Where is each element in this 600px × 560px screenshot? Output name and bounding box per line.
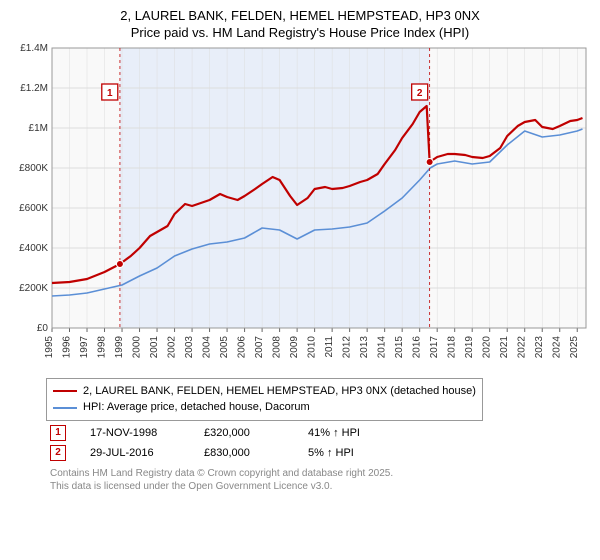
svg-text:2005: 2005 (219, 335, 230, 358)
sales-table: 1 17-NOV-1998 £320,000 41% ↑ HPI 2 29-JUL-201… (8, 425, 592, 461)
svg-text:2021: 2021 (499, 335, 510, 358)
svg-text:2018: 2018 (447, 335, 458, 358)
title-line1: 2, LAUREL BANK, FELDEN, HEMEL HEMPSTEAD,… (8, 8, 592, 25)
svg-text:£800K: £800K (19, 163, 48, 174)
sale-price: £830,000 (204, 447, 284, 459)
footer: Contains HM Land Registry data © Crown c… (8, 467, 592, 493)
svg-text:£1.4M: £1.4M (20, 43, 48, 54)
sale-marker: 2 (50, 445, 66, 461)
sale-vs-hpi: 41% ↑ HPI (308, 427, 360, 439)
svg-text:1999: 1999 (114, 335, 125, 358)
svg-text:2006: 2006 (237, 335, 248, 358)
svg-text:£1M: £1M (29, 123, 48, 134)
svg-text:2007: 2007 (254, 335, 265, 358)
svg-text:2024: 2024 (552, 335, 563, 358)
svg-text:1998: 1998 (97, 335, 108, 358)
svg-text:2015: 2015 (394, 335, 405, 358)
sale-price: £320,000 (204, 427, 284, 439)
svg-text:1995: 1995 (44, 335, 55, 358)
svg-text:2012: 2012 (342, 335, 353, 358)
svg-text:£200K: £200K (19, 283, 48, 294)
svg-text:2023: 2023 (534, 335, 545, 358)
footer-line1: Contains HM Land Registry data © Crown c… (50, 467, 592, 480)
sale-row: 1 17-NOV-1998 £320,000 41% ↑ HPI (8, 425, 592, 441)
svg-text:2002: 2002 (167, 335, 178, 358)
svg-text:2010: 2010 (307, 335, 318, 358)
legend-item: 2, LAUREL BANK, FELDEN, HEMEL HEMPSTEAD,… (53, 383, 476, 400)
svg-text:2019: 2019 (464, 335, 475, 358)
chart-title: 2, LAUREL BANK, FELDEN, HEMEL HEMPSTEAD,… (8, 8, 592, 42)
chart-container: £0 £200K £400K £600K £800K £1M £1.2M £1.4M 1995 1… (8, 42, 592, 372)
svg-text:2016: 2016 (412, 335, 423, 358)
svg-text:1997: 1997 (79, 335, 90, 358)
svg-text:2004: 2004 (202, 335, 213, 358)
svg-text:1996: 1996 (62, 335, 73, 358)
sale-marker: 1 (50, 425, 66, 441)
svg-text:2009: 2009 (289, 335, 300, 358)
svg-text:£0: £0 (37, 323, 49, 334)
sale-vs-hpi: 5% ↑ HPI (308, 447, 354, 459)
legend-item: HPI: Average price, detached house, Daco… (53, 399, 476, 416)
svg-text:2011: 2011 (324, 335, 335, 357)
legend: 2, LAUREL BANK, FELDEN, HEMEL HEMPSTEAD,… (46, 378, 483, 421)
svg-text:2001: 2001 (149, 335, 160, 358)
price-chart: £0 £200K £400K £600K £800K £1M £1.2M £1.4M 1995 1… (8, 42, 592, 372)
sale-date: 17-NOV-1998 (90, 427, 180, 439)
legend-swatch (53, 407, 77, 409)
svg-text:2014: 2014 (377, 335, 388, 358)
sale-row: 2 29-JUL-2016 £830,000 5% ↑ HPI (8, 445, 592, 461)
svg-text:2000: 2000 (132, 335, 143, 358)
svg-text:2013: 2013 (359, 335, 370, 358)
svg-text:£1.2M: £1.2M (20, 83, 48, 94)
title-line2: Price paid vs. HM Land Registry's House … (8, 25, 592, 42)
sale-date: 29-JUL-2016 (90, 447, 180, 459)
legend-label: 2, LAUREL BANK, FELDEN, HEMEL HEMPSTEAD,… (83, 383, 476, 400)
svg-text:2022: 2022 (517, 335, 528, 358)
svg-text:2008: 2008 (272, 335, 283, 358)
svg-text:2: 2 (417, 88, 423, 99)
svg-text:1: 1 (107, 88, 113, 99)
footer-line2: This data is licensed under the Open Gov… (50, 480, 592, 493)
svg-text:2025: 2025 (569, 335, 580, 358)
svg-text:2020: 2020 (482, 335, 493, 358)
svg-text:£600K: £600K (19, 203, 48, 214)
svg-text:2017: 2017 (429, 335, 440, 358)
svg-text:2003: 2003 (184, 335, 195, 358)
svg-text:£400K: £400K (19, 243, 48, 254)
legend-label: HPI: Average price, detached house, Daco… (83, 399, 310, 416)
legend-swatch (53, 390, 77, 392)
